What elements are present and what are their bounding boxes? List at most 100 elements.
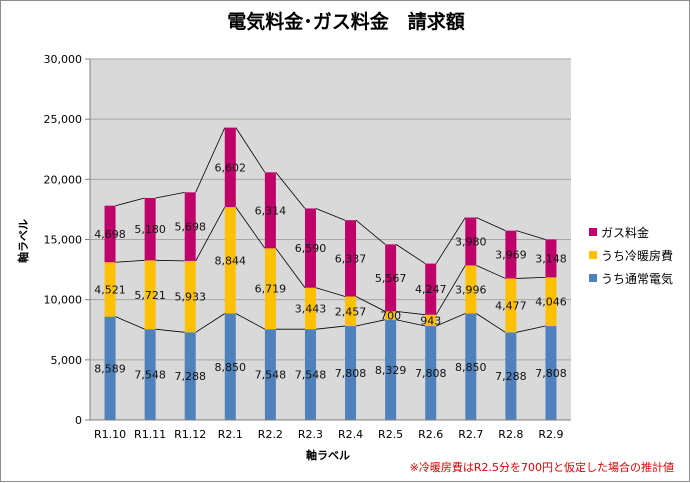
series-line-1 bbox=[155, 259, 185, 262]
x-axis-ticks: R1.10 R1.11 R1.12 R2.1 R2.2 R2.3 R2.4 R2.5 R2.6 R… bbox=[94, 428, 564, 441]
bar-R2.7-0 bbox=[465, 313, 477, 420]
data-label: 2,457 bbox=[335, 305, 367, 318]
y-tick-label: 0 bbox=[75, 414, 82, 427]
data-label: 3,443 bbox=[295, 302, 327, 315]
data-label: 5,933 bbox=[174, 291, 206, 304]
data-label: 7,548 bbox=[295, 369, 327, 382]
series-line-1 bbox=[195, 206, 226, 262]
legend-swatch bbox=[589, 274, 597, 282]
series-line-2 bbox=[315, 208, 346, 221]
x-tick-label: R2.1 bbox=[218, 428, 243, 441]
series-line-1 bbox=[235, 206, 266, 249]
bar-R2.2-2 bbox=[264, 172, 276, 249]
series-line-0 bbox=[115, 316, 145, 330]
x-tick-label: R2.3 bbox=[298, 428, 323, 441]
x-tick-label: R2.2 bbox=[258, 428, 283, 441]
y-tick-label: 25,000 bbox=[44, 113, 83, 126]
bar-R2.4-0 bbox=[345, 326, 357, 420]
bar-R2.7-1 bbox=[465, 265, 477, 314]
data-label: 7,288 bbox=[495, 370, 527, 383]
series-line-1 bbox=[435, 265, 466, 315]
x-tick-label: R1.12 bbox=[174, 428, 206, 441]
legend-label: うち冷暖房費 bbox=[601, 248, 673, 263]
series-line-2 bbox=[516, 230, 546, 240]
bar-R2.5-0 bbox=[385, 319, 397, 420]
series-line-1 bbox=[275, 248, 306, 288]
series-line-0 bbox=[516, 325, 546, 333]
x-tick-label: R2.5 bbox=[378, 428, 403, 441]
series-line-0 bbox=[195, 313, 226, 333]
data-label: 8,850 bbox=[455, 361, 487, 374]
bar-R2.5-1 bbox=[385, 311, 397, 320]
data-label: 5,180 bbox=[134, 223, 166, 236]
bar-R1.12-0 bbox=[184, 332, 196, 420]
y-axis-title: 軸ラベル bbox=[16, 219, 30, 263]
series-line-1 bbox=[516, 276, 546, 279]
data-label: 6,337 bbox=[335, 252, 367, 265]
gridlines bbox=[90, 58, 571, 361]
bar-R1.10-1 bbox=[104, 262, 116, 317]
data-label: 943 bbox=[420, 314, 441, 327]
bar-R1.11-1 bbox=[144, 260, 156, 330]
series-line-1 bbox=[115, 259, 145, 263]
data-label: 6,719 bbox=[255, 283, 287, 296]
x-tick-label: R2.4 bbox=[338, 428, 363, 441]
series-line-2 bbox=[155, 191, 185, 199]
x-tick-label: R2.9 bbox=[538, 428, 563, 441]
series-line-2 bbox=[275, 172, 306, 209]
legend-swatch bbox=[589, 228, 597, 236]
x-tick-label: R2.7 bbox=[458, 428, 483, 441]
data-label: 4,247 bbox=[415, 283, 447, 296]
series-line-0 bbox=[396, 319, 426, 327]
data-label: 5,721 bbox=[134, 289, 166, 302]
legend-label: うち通常電気 bbox=[601, 271, 673, 286]
bar-R1.12-2 bbox=[184, 192, 196, 261]
data-label: 6,602 bbox=[215, 161, 247, 174]
bar-R1.10-0 bbox=[104, 316, 116, 420]
series-line-0 bbox=[436, 313, 466, 327]
data-label: 7,808 bbox=[535, 367, 567, 380]
x-tick-label: R2.8 bbox=[498, 428, 523, 441]
series-line-1 bbox=[476, 265, 506, 279]
bar-R2.4-1 bbox=[345, 296, 357, 327]
legend-label: ガス料金 bbox=[601, 225, 649, 240]
bar-R2.4-2 bbox=[345, 220, 357, 297]
bar-R2.6-0 bbox=[425, 326, 437, 420]
data-label: 3,996 bbox=[455, 283, 487, 296]
data-label: 7,808 bbox=[335, 367, 367, 380]
series-line-0 bbox=[315, 325, 346, 330]
data-label: 8,589 bbox=[94, 362, 126, 375]
data-label: 5,567 bbox=[375, 272, 407, 285]
bar-R2.1-0 bbox=[224, 313, 236, 420]
chart-title: 電気料金･ガス料金 請求額 bbox=[227, 10, 465, 33]
x-tick-label: R1.11 bbox=[134, 428, 166, 441]
series-line-0 bbox=[476, 313, 506, 333]
legend-swatch bbox=[589, 251, 597, 259]
series-line-2 bbox=[476, 217, 506, 232]
bars bbox=[104, 127, 557, 420]
data-label: 3,969 bbox=[495, 249, 527, 262]
data-label: 3,148 bbox=[535, 252, 567, 265]
bar-R2.6-1 bbox=[425, 314, 437, 327]
data-label: 6,314 bbox=[255, 204, 287, 217]
y-tick-label: 10,000 bbox=[44, 294, 83, 307]
x-axis-title: 軸ラベル bbox=[306, 448, 350, 462]
y-tick-label: 15,000 bbox=[44, 234, 83, 247]
data-labels: 8,589 7,548 7,288 8,850 7,548 7,548 7,808 8,329… bbox=[94, 161, 566, 383]
data-label: 8,850 bbox=[215, 361, 247, 374]
series-line-0 bbox=[235, 313, 266, 330]
series-lines bbox=[115, 127, 546, 333]
series-line-2 bbox=[195, 127, 226, 193]
data-label: 4,521 bbox=[94, 283, 126, 296]
series-line-2 bbox=[395, 244, 426, 264]
data-label: 8,329 bbox=[375, 364, 407, 377]
bar-R2.8-1 bbox=[505, 278, 517, 333]
bar-R2.9-0 bbox=[545, 326, 557, 420]
data-label: 4,698 bbox=[94, 228, 126, 241]
footnote-annotation: ※冷暖房費はR2.5分を700円と仮定した場合の推計値 bbox=[410, 460, 674, 474]
bar-R2.2-1 bbox=[264, 248, 276, 330]
bar-R2.7-2 bbox=[465, 217, 477, 266]
bar-R1.10-2 bbox=[104, 205, 116, 263]
